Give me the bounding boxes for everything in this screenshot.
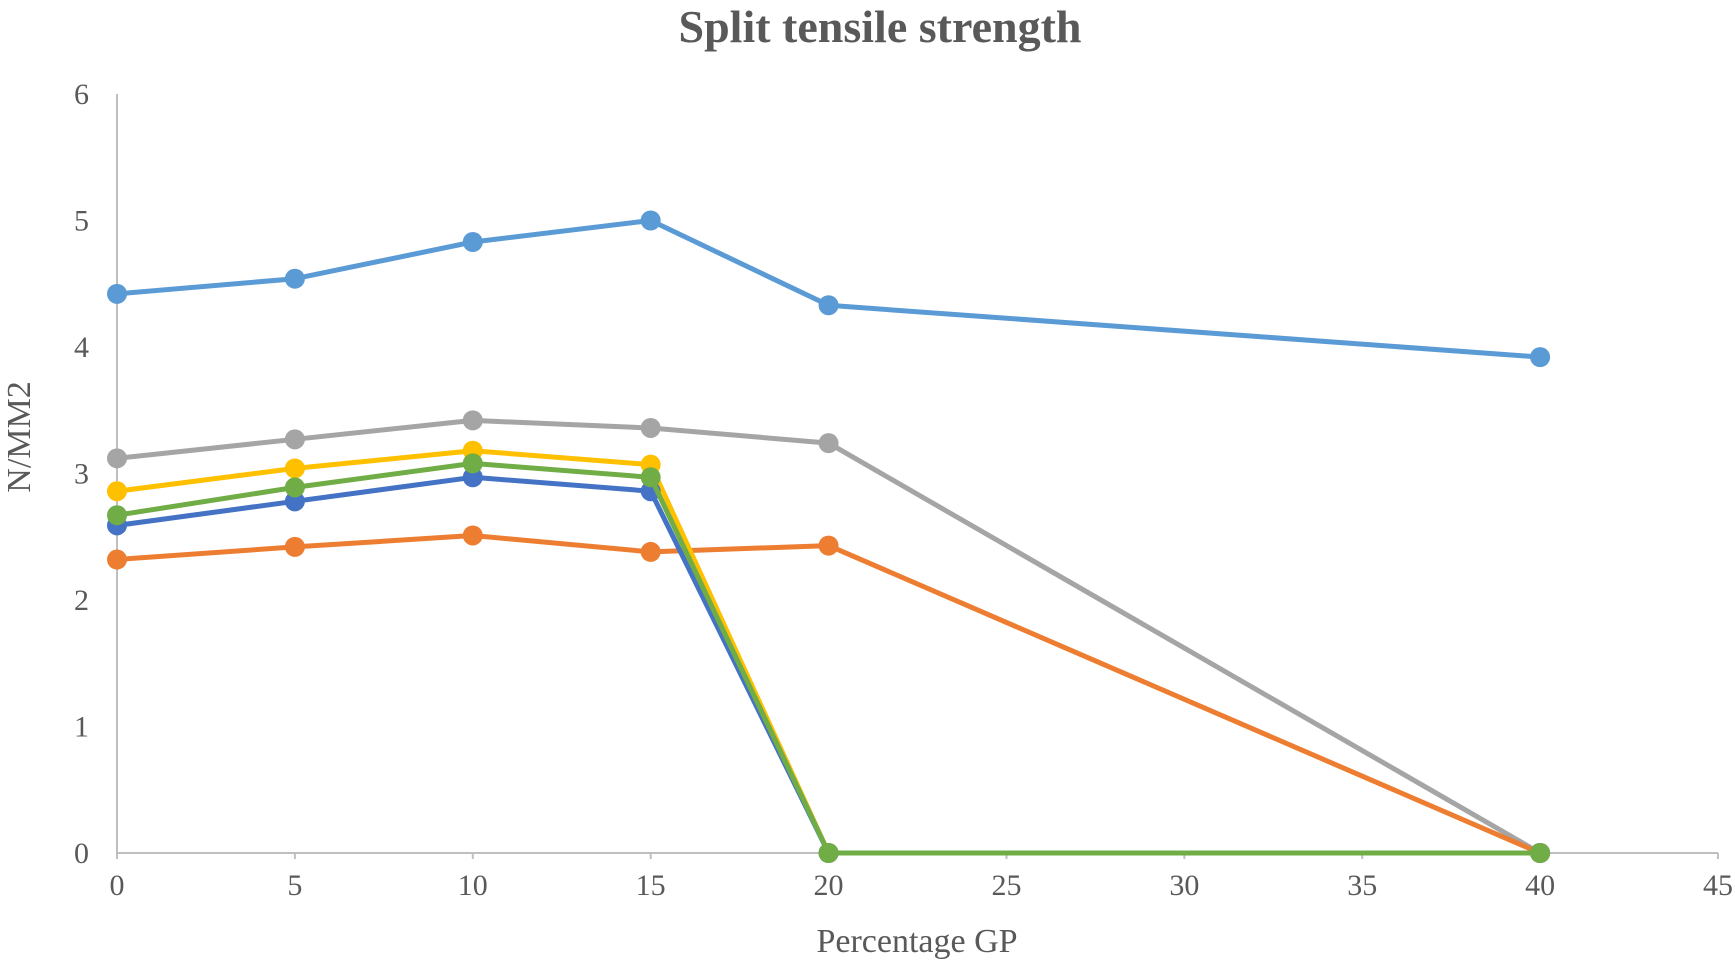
data-point [107, 448, 127, 469]
data-point [640, 467, 661, 488]
series-6 [107, 453, 1551, 863]
data-point [640, 210, 661, 231]
x-tick-label: 0 [110, 869, 125, 902]
x-tick-label: 40 [1525, 869, 1555, 902]
series-5 [107, 467, 1551, 863]
data-point [107, 481, 127, 502]
series-line-1 [114, 218, 1543, 360]
chart-title: Split tensile strength [679, 1, 1082, 52]
x-tick-label: 5 [287, 869, 302, 902]
series-line-2 [114, 417, 1543, 856]
y-tick-label: 6 [74, 78, 89, 111]
series-line-6 [114, 460, 1543, 856]
data-point [284, 268, 305, 289]
x-tick-label: 20 [814, 869, 844, 902]
data-point [462, 525, 483, 546]
series-line-5 [114, 474, 1543, 856]
data-point [818, 535, 839, 556]
data-point [818, 433, 839, 454]
y-tick-label: 3 [74, 458, 89, 491]
series-line-4 [114, 448, 1543, 856]
series-line-3 [114, 533, 1543, 856]
data-point [640, 417, 661, 438]
data-point [462, 453, 483, 474]
x-tick-label: 25 [991, 869, 1021, 902]
x-tick-label: 30 [1169, 869, 1199, 902]
data-point [107, 283, 127, 304]
y-tick-label: 4 [74, 331, 89, 364]
x-axis-title: Percentage GP [816, 923, 1017, 960]
series-layer [107, 210, 1551, 863]
y-tick-label: 5 [74, 205, 89, 238]
y-tick-label: 1 [74, 711, 89, 744]
data-point [818, 295, 839, 316]
data-point [462, 410, 483, 431]
series-1 [107, 210, 1551, 368]
data-point [1530, 843, 1551, 863]
data-point [107, 505, 127, 526]
data-point [284, 491, 305, 512]
data-point [462, 232, 483, 253]
series-3 [107, 525, 1551, 863]
data-point [284, 536, 305, 557]
x-tick-label: 10 [458, 869, 488, 902]
series-4 [107, 440, 1551, 863]
data-point [284, 429, 305, 450]
data-point [818, 843, 839, 863]
y-tick-label: 0 [74, 837, 89, 870]
y-tick-label: 2 [74, 584, 89, 617]
x-tick-label: 15 [636, 869, 666, 902]
data-point [1530, 347, 1551, 368]
data-point [284, 458, 305, 479]
data-point [284, 477, 305, 498]
x-tick-label: 35 [1347, 869, 1377, 902]
data-point [640, 541, 661, 562]
data-point [462, 467, 483, 488]
data-point [107, 549, 127, 570]
series-2 [107, 410, 1551, 863]
x-tick-label: 45 [1703, 869, 1733, 902]
y-axis-title: N/MM2 [1, 381, 38, 492]
